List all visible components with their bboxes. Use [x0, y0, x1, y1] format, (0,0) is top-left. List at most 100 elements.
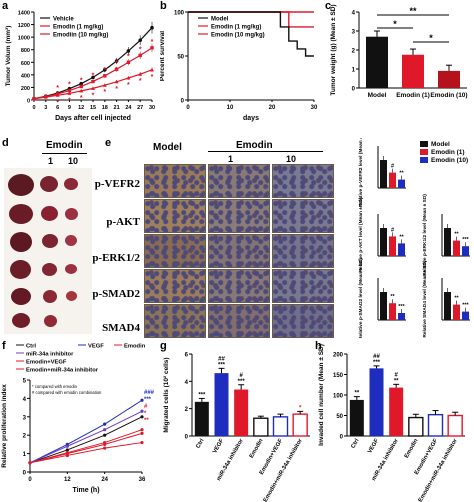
x-tick-label: 0 — [186, 105, 190, 111]
chart-c-tumor-weight: 0 1 2 3 4 Tumor weight (g) (Mean ± SD) Model Em… — [330, 4, 468, 99]
tumor-sample — [43, 290, 57, 303]
significance-mark: * — [56, 85, 59, 92]
legend-label: Model — [211, 17, 229, 23]
emodin-bracket — [42, 153, 87, 154]
series-line-3 — [29, 410, 143, 464]
row-label-p-akt: p-AKT — [106, 216, 140, 228]
x-tick-label: Emodin (1) — [396, 92, 430, 99]
y-tick-label: 2 — [23, 434, 27, 440]
significance-mark: # — [394, 372, 398, 378]
significance-mark: # — [391, 227, 394, 233]
significance-mark: * — [139, 46, 142, 53]
x-tick-label: VEGF — [367, 438, 380, 455]
legend-swatch — [420, 149, 428, 155]
bar — [349, 399, 364, 436]
x-tick-label: 0 — [32, 105, 35, 111]
series-line-0 — [29, 416, 143, 464]
significance-mark: *** — [462, 237, 469, 243]
emodin-group-label: Emodin — [46, 140, 83, 151]
x-tick-label: 30 — [311, 105, 318, 111]
bar — [398, 179, 405, 188]
y-tick-label: 400 — [21, 73, 30, 79]
x-tick-label: Emodin — [249, 438, 265, 460]
chart-a-tumor-volume: 0 200 400 600 800 1000 1200 1400 Tumor Volum (mm… — [5, 11, 155, 123]
x-tick-label: Ctrl — [195, 438, 205, 450]
panel-label-d: d — [2, 137, 9, 149]
significance-mark: *** — [198, 392, 206, 398]
x-tick-label: Emodin — [404, 438, 420, 460]
significance-mark: * — [80, 77, 83, 84]
bar — [453, 240, 460, 256]
y-tick-label: 2 — [352, 49, 356, 55]
x-tick-label: 20 — [269, 105, 276, 111]
data-point — [43, 95, 48, 99]
y-tick-label: 1200 — [18, 23, 30, 29]
y-axis-title: Relative p-SMAD2 level (Mean ± SD) — [358, 258, 364, 338]
bar — [398, 243, 405, 256]
col-label-model: Model — [153, 142, 182, 153]
y-tick-label: 100 — [333, 394, 344, 400]
ihc-image-cell — [144, 234, 206, 268]
series-line-5 — [29, 429, 143, 464]
legend-label: Emodin (10 mg/kg) — [211, 33, 265, 39]
bar — [389, 303, 396, 320]
panel-label-a: a — [2, 0, 9, 12]
col-label-10: 10 — [286, 154, 297, 164]
x-tick-label: 15 — [90, 105, 96, 111]
y-axis-title: Tumor weight (g) (Mean ± SD) — [330, 4, 337, 95]
bar — [389, 172, 396, 188]
ihc-image-cell — [208, 304, 270, 338]
y-tick-label: 4 — [185, 380, 189, 386]
x-tick-label: 36 — [139, 477, 146, 483]
ihc-image-cell — [272, 234, 334, 268]
panel-label-f: f — [2, 340, 6, 352]
significance-mark: *** — [398, 304, 405, 310]
x-tick-label: Emodin+miR-34a inhibitor — [418, 437, 460, 502]
legend-label: Model — [431, 141, 450, 148]
panel-e-ihc: Emodin Model 1 10 p-VEFR2 p-AKT p-ERK1/2… — [88, 138, 338, 338]
bar — [214, 373, 229, 436]
significance-mark: # — [144, 404, 148, 410]
data-point — [32, 96, 36, 101]
bar — [272, 416, 289, 437]
row-label-p-smad2: p-SMAD2 — [92, 288, 140, 300]
data-point — [103, 446, 107, 450]
tumor-sample — [42, 234, 58, 248]
data-point — [140, 428, 144, 432]
data-point — [65, 448, 69, 452]
tumor-sample — [42, 263, 57, 276]
x-axis-title: days — [243, 115, 259, 122]
legend-label: Ctrl — [26, 344, 36, 350]
tumor-sample — [66, 291, 77, 301]
bar — [427, 413, 444, 437]
ihc-image-cell — [272, 164, 334, 198]
y-tick-label: 4 — [23, 397, 27, 403]
ihc-image-cell — [144, 164, 206, 198]
bar — [444, 228, 451, 256]
significance-mark: ** — [354, 391, 359, 397]
ihc-image-cell — [208, 234, 270, 268]
legend-label: miR-34a inhibitor — [26, 352, 74, 358]
ihc-image-cell — [208, 199, 270, 233]
significance-mark: * — [127, 53, 130, 60]
emodin-bracket-e — [208, 151, 323, 152]
legend-label: Emodin (10) — [431, 157, 468, 164]
legend-label: Emodin (1 mg/kg) — [211, 25, 261, 31]
significance-mark: * — [56, 99, 59, 106]
x-tick-label: Ctrl — [350, 438, 360, 450]
x-axis-title: Days after cell injected — [55, 115, 131, 122]
significance-mark: * — [139, 78, 142, 85]
y-axis-title: Relative p-ERK1/2 level (Mean ± SD) — [422, 194, 428, 276]
significance-mark: * — [127, 82, 130, 89]
data-point — [140, 409, 144, 413]
significance-mark: * — [68, 97, 71, 104]
y-tick-label: 6 — [185, 353, 189, 359]
ihc-image-cell — [144, 199, 206, 233]
data-point — [140, 431, 144, 435]
significance-mark: * — [144, 411, 147, 417]
data-point — [103, 428, 107, 432]
significance-mark: * — [103, 89, 106, 96]
y-tick-label: 600 — [21, 61, 30, 67]
tumor-sample — [40, 176, 58, 192]
